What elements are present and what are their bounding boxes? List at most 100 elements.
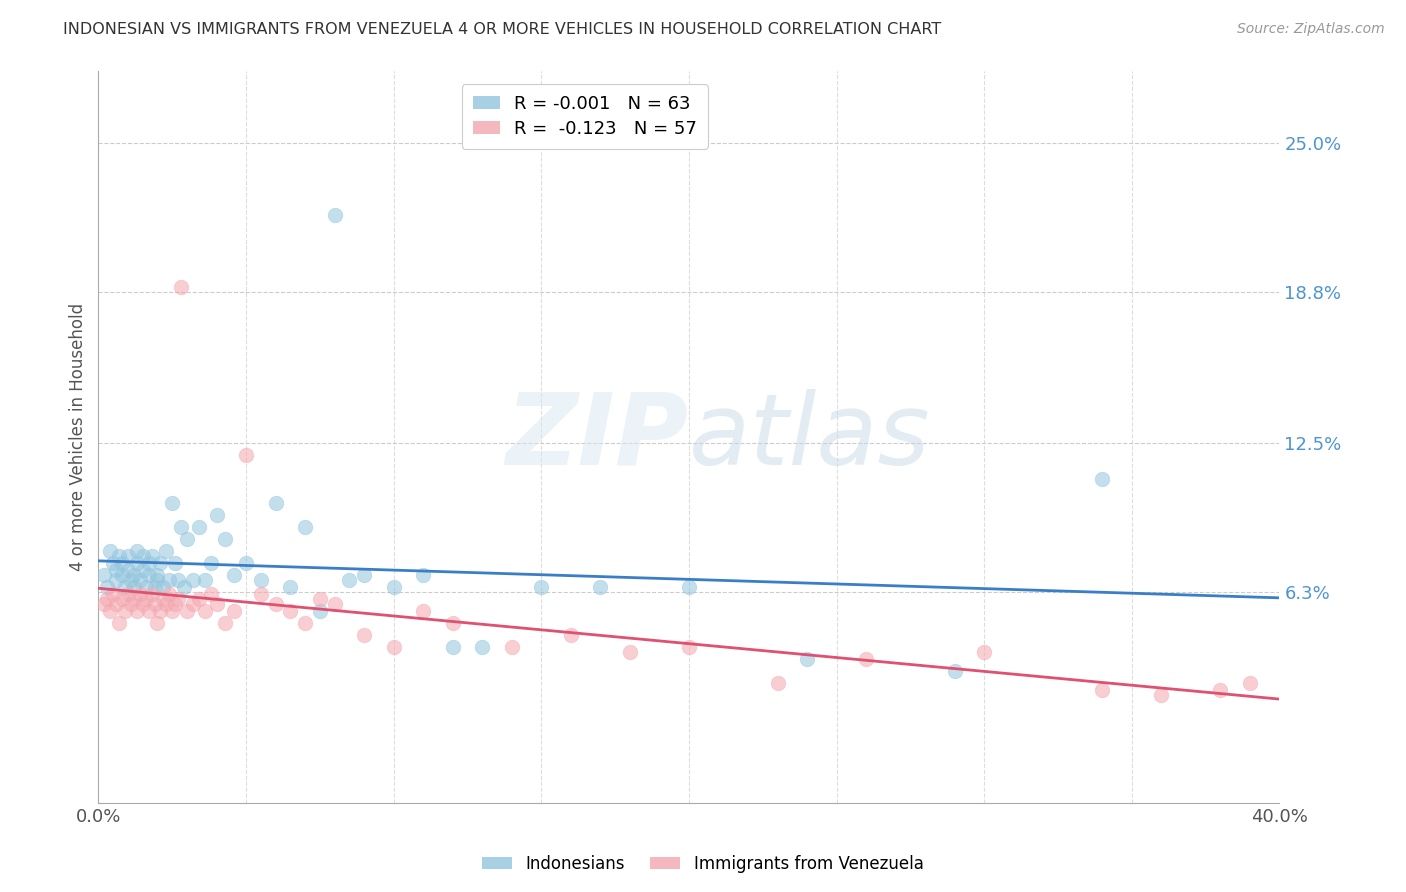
Point	[138, 568, 160, 582]
Point	[170, 280, 193, 294]
Point	[146, 573, 169, 587]
Point	[167, 591, 190, 606]
Point	[205, 508, 228, 522]
Point	[309, 604, 332, 618]
Point	[146, 568, 169, 582]
Point	[157, 573, 180, 587]
Point	[143, 580, 166, 594]
Point	[278, 604, 302, 618]
Point	[619, 645, 641, 659]
Point	[93, 597, 115, 611]
Point	[108, 549, 131, 563]
Point	[224, 604, 246, 618]
Point	[170, 520, 193, 534]
Text: Source: ZipAtlas.com: Source: ZipAtlas.com	[1237, 22, 1385, 37]
Point	[162, 496, 183, 510]
Point	[108, 615, 131, 630]
Point	[120, 597, 142, 611]
Point	[93, 568, 115, 582]
Point	[1150, 688, 1173, 702]
Point	[155, 544, 177, 558]
Point	[103, 556, 125, 570]
Point	[165, 597, 187, 611]
Point	[194, 573, 217, 587]
Point	[141, 587, 163, 601]
Point	[194, 604, 217, 618]
Point	[114, 604, 136, 618]
Point	[1091, 472, 1114, 486]
Point	[412, 604, 434, 618]
Point	[678, 580, 700, 594]
Point	[125, 544, 148, 558]
Point	[111, 568, 134, 582]
Point	[135, 591, 157, 606]
Point	[98, 544, 121, 558]
Point	[250, 587, 273, 601]
Point	[152, 591, 174, 606]
Point	[294, 520, 316, 534]
Point	[143, 597, 166, 611]
Point	[973, 645, 995, 659]
Point	[96, 591, 118, 606]
Point	[294, 615, 316, 630]
Point	[943, 664, 966, 678]
Point	[224, 568, 246, 582]
Point	[187, 591, 209, 606]
Point	[165, 556, 187, 570]
Point	[382, 640, 405, 654]
Point	[1209, 683, 1232, 698]
Point	[181, 573, 204, 587]
Point	[117, 587, 139, 601]
Point	[412, 568, 434, 582]
Point	[471, 640, 494, 654]
Legend: R = -0.001   N = 63, R =  -0.123   N = 57: R = -0.001 N = 63, R = -0.123 N = 57	[461, 84, 707, 149]
Point	[530, 580, 553, 594]
Point	[353, 568, 375, 582]
Point	[132, 597, 155, 611]
Point	[264, 496, 287, 510]
Point	[132, 563, 155, 577]
Point	[96, 580, 118, 594]
Point	[214, 615, 236, 630]
Point	[149, 556, 172, 570]
Point	[149, 604, 172, 618]
Point	[128, 587, 150, 601]
Point	[98, 604, 121, 618]
Point	[125, 604, 148, 618]
Point	[125, 556, 148, 570]
Point	[353, 628, 375, 642]
Point	[235, 556, 257, 570]
Point	[135, 580, 157, 594]
Point	[250, 573, 273, 587]
Point	[122, 591, 145, 606]
Point	[187, 520, 209, 534]
Point	[114, 580, 136, 594]
Point	[181, 597, 204, 611]
Text: INDONESIAN VS IMMIGRANTS FROM VENEZUELA 4 OR MORE VEHICLES IN HOUSEHOLD CORRELAT: INDONESIAN VS IMMIGRANTS FROM VENEZUELA …	[63, 22, 942, 37]
Point	[120, 573, 142, 587]
Point	[155, 597, 177, 611]
Point	[501, 640, 523, 654]
Point	[111, 556, 134, 570]
Point	[167, 573, 190, 587]
Point	[441, 640, 464, 654]
Point	[146, 615, 169, 630]
Point	[796, 652, 818, 666]
Point	[176, 604, 198, 618]
Point	[200, 556, 222, 570]
Text: atlas: atlas	[689, 389, 931, 485]
Point	[162, 604, 183, 618]
Point	[1091, 683, 1114, 698]
Point	[105, 563, 128, 577]
Point	[323, 208, 346, 222]
Point	[205, 597, 228, 611]
Point	[441, 615, 464, 630]
Point	[339, 573, 360, 587]
Point	[117, 549, 139, 563]
Point	[152, 580, 174, 594]
Point	[132, 549, 155, 563]
Point	[766, 676, 789, 690]
Point	[138, 604, 160, 618]
Point	[157, 587, 180, 601]
Point	[200, 587, 222, 601]
